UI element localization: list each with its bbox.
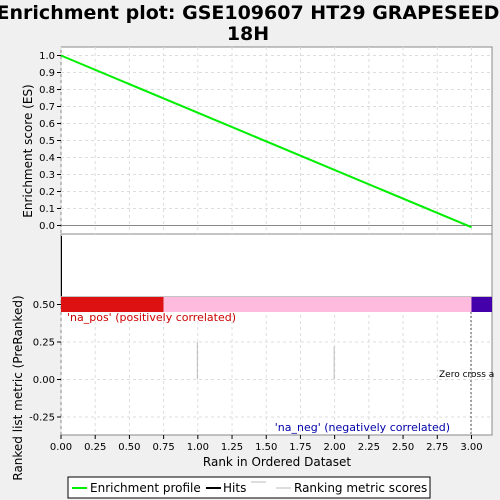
xtick-label-9: 2.25 <box>358 442 380 453</box>
legend-label-enrichment-profile: Enrichment profile <box>90 481 201 495</box>
rank-ytick-label-3: -0.25 <box>29 413 55 424</box>
color-bar <box>61 297 492 312</box>
xtick-label-3: 0.75 <box>152 442 174 453</box>
es-ytick-label-0: 1.0 <box>39 51 55 62</box>
hits-panel <box>61 234 492 297</box>
es-ytick-label-9: 0.1 <box>39 204 55 215</box>
xtick-label-4: 1.00 <box>187 442 209 453</box>
zero-cross-label: Zero cross a <box>439 370 494 380</box>
xtick-label-12: 3.00 <box>460 442 482 453</box>
xtick-label-7: 1.75 <box>289 442 311 453</box>
es-y-axis-label: Enrichment score (ES) <box>21 84 35 217</box>
color-bar-segment-2 <box>471 297 492 312</box>
es-y-tick-labels: 1.0 0.9 0.8 0.7 0.6 0.5 0.4 0.3 0.2 0.1 0.0 <box>39 51 61 232</box>
xtick-label-8: 2.00 <box>324 442 346 453</box>
color-bar-segment-1 <box>164 297 472 312</box>
chart-title-line2: 18H <box>227 23 269 45</box>
xtick-label-5: 1.25 <box>221 442 243 453</box>
xtick-label-10: 2.50 <box>392 442 414 453</box>
rank-ytick-label-2: 0.00 <box>33 375 55 386</box>
legend-label-hits: Hits <box>223 481 246 495</box>
es-ytick-label-2: 0.8 <box>39 85 55 96</box>
es-ytick-label-6: 0.4 <box>39 153 55 164</box>
xtick-label-1: 0.25 <box>84 442 106 453</box>
xtick-label-0: 0.00 <box>50 442 72 453</box>
es-ytick-label-4: 0.6 <box>39 119 55 130</box>
chart-title-line1: Enrichment plot: GSE109607 HT29 GRAPESEE… <box>0 2 499 24</box>
es-ytick-label-8: 0.2 <box>39 187 55 198</box>
es-ytick-label-5: 0.5 <box>39 136 55 147</box>
xtick-label-2: 0.50 <box>118 442 140 453</box>
es-ytick-label-10: 0.0 <box>39 221 55 232</box>
xtick-label-6: 1.50 <box>255 442 277 453</box>
rank-y-tick-labels: 0.50 0.25 0.00 -0.25 <box>29 300 61 424</box>
legend-label-ranking-metric: Ranking metric scores <box>294 481 427 495</box>
x-axis-label: Rank in Ordered Dataset <box>203 455 351 469</box>
color-bar-segment-0 <box>61 297 164 312</box>
rank-ytick-label-1: 0.25 <box>33 338 55 349</box>
es-ytick-label-7: 0.3 <box>39 170 55 181</box>
x-tick-labels: 0.00 0.25 0.50 0.75 1.00 1.25 1.50 1.75 2.00 2.25… <box>50 435 483 453</box>
es-ytick-label-3: 0.7 <box>39 102 55 113</box>
neg-correlated-label: 'na_neg' (negatively correlated) <box>275 421 450 434</box>
rank-ytick-label-0: 0.50 <box>33 300 55 311</box>
es-ytick-label-1: 0.9 <box>39 68 55 79</box>
pos-correlated-label: 'na_pos' (positively correlated) <box>67 311 236 324</box>
rank-y-axis-label: Ranked list metric (PreRanked) <box>11 295 25 480</box>
legend: Enrichment profile Hits Ranking metric s… <box>68 477 430 498</box>
xtick-label-11: 2.75 <box>426 442 448 453</box>
